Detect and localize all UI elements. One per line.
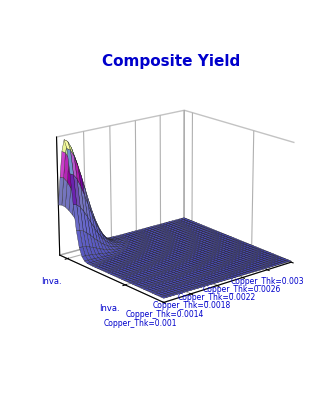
Title: Composite Yield: Composite Yield	[102, 54, 240, 69]
